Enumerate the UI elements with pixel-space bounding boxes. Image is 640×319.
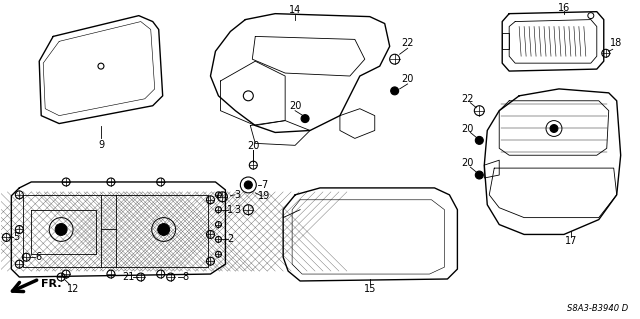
- Text: 2: 2: [227, 234, 234, 244]
- Text: 8: 8: [182, 272, 189, 282]
- Text: 9: 9: [98, 140, 104, 150]
- Text: 18: 18: [609, 38, 622, 48]
- Text: 12: 12: [67, 284, 79, 294]
- Text: 5: 5: [13, 233, 19, 242]
- Text: 1: 1: [227, 205, 234, 215]
- Text: 7: 7: [261, 180, 268, 190]
- Text: 3: 3: [234, 190, 241, 200]
- Text: 6: 6: [35, 252, 42, 262]
- Text: 20: 20: [461, 158, 474, 168]
- Text: 16: 16: [558, 3, 570, 13]
- Circle shape: [476, 137, 483, 144]
- Text: 20: 20: [401, 74, 414, 84]
- Text: 22: 22: [461, 94, 474, 104]
- Text: 14: 14: [289, 5, 301, 15]
- Text: 21: 21: [123, 272, 135, 282]
- Text: 17: 17: [564, 236, 577, 246]
- Text: 15: 15: [364, 284, 376, 294]
- Circle shape: [301, 115, 309, 122]
- Text: 19: 19: [258, 191, 270, 201]
- Circle shape: [244, 181, 252, 189]
- Circle shape: [550, 124, 558, 132]
- Circle shape: [157, 224, 170, 235]
- Circle shape: [55, 224, 67, 235]
- Text: 3: 3: [234, 205, 241, 215]
- Text: S8A3-B3940 D: S8A3-B3940 D: [568, 304, 628, 313]
- Text: FR.: FR.: [41, 279, 61, 289]
- Text: 22: 22: [401, 38, 414, 48]
- Circle shape: [390, 87, 399, 95]
- Circle shape: [476, 171, 483, 179]
- Text: 20: 20: [247, 141, 259, 151]
- Text: 20: 20: [461, 123, 474, 134]
- Text: 20: 20: [289, 101, 301, 111]
